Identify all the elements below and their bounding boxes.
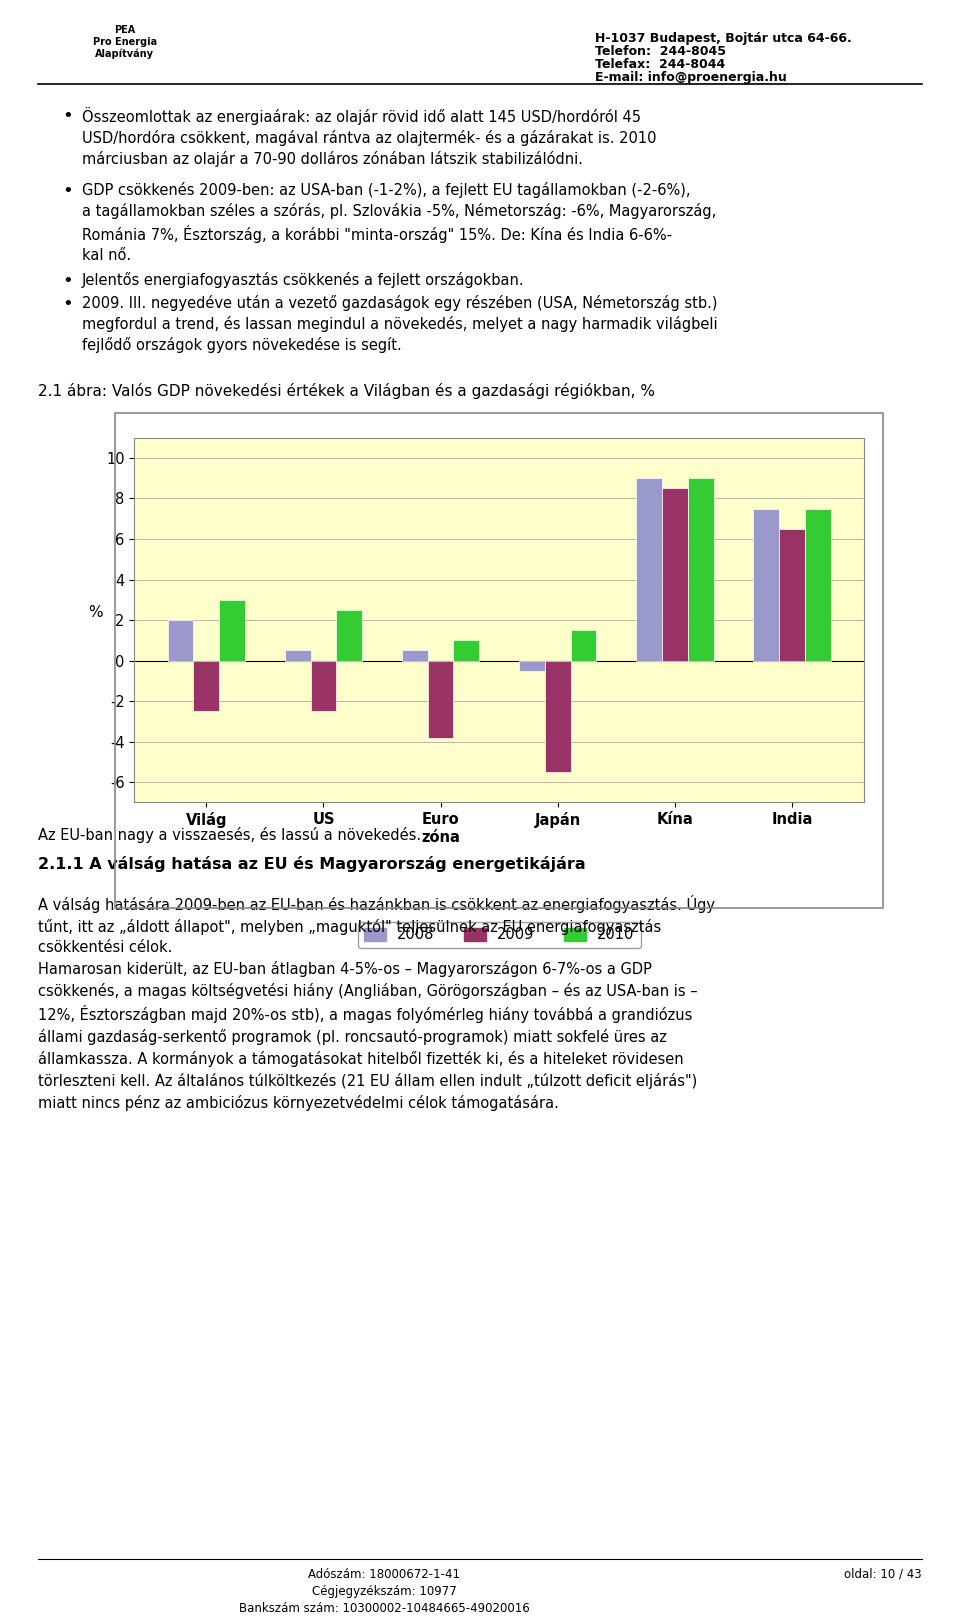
Text: A válság hatására 2009-ben az EU-ban és hazánkban is csökkent az energiafogyaszt: A válság hatására 2009-ben az EU-ban és … bbox=[38, 895, 715, 1110]
Text: Telefax:  244-8044: Telefax: 244-8044 bbox=[595, 58, 726, 71]
Bar bbox=[545, 661, 570, 772]
Text: GDP csökkenés 2009-ben: az USA-ban (-1-2%), a fejlett EU tagállamokban (-2-6%),
: GDP csökkenés 2009-ben: az USA-ban (-1-2… bbox=[82, 182, 716, 263]
Text: oldal: 10 / 43: oldal: 10 / 43 bbox=[844, 1568, 922, 1580]
Bar bbox=[402, 650, 428, 661]
Bar bbox=[428, 661, 453, 738]
Bar bbox=[805, 509, 830, 661]
Text: Az EU-ban nagy a visszaesés, és lassú a növekedés.: Az EU-ban nagy a visszaesés, és lassú a … bbox=[38, 827, 421, 843]
Text: 2009. III. negyedéve után a vezető gazdaságok egy részében (USA, Németország stb: 2009. III. negyedéve után a vezető gazda… bbox=[82, 295, 717, 353]
Text: 2.1.1 A válság hatása az EU és Magyarország energetikájára: 2.1.1 A válság hatása az EU és Magyarors… bbox=[38, 856, 586, 872]
Bar bbox=[285, 650, 310, 661]
Bar bbox=[453, 640, 479, 661]
Bar bbox=[688, 478, 713, 661]
Text: •: • bbox=[62, 295, 73, 313]
Text: PEA
Pro Energia
Alapítvány: PEA Pro Energia Alapítvány bbox=[93, 26, 156, 58]
Y-axis label: %: % bbox=[87, 605, 103, 619]
Text: H-1037 Budapest, Bojtár utca 64-66.: H-1037 Budapest, Bojtár utca 64-66. bbox=[595, 32, 852, 45]
Bar bbox=[636, 478, 662, 661]
Bar bbox=[168, 619, 193, 661]
Text: Adószám: 18000672-1-41
Cégjegyzékszám: 10977
Bankszám szám: 10300002-10484665-49: Adószám: 18000672-1-41 Cégjegyzékszám: 1… bbox=[239, 1568, 529, 1615]
Bar bbox=[780, 528, 805, 661]
Text: •: • bbox=[62, 107, 73, 125]
Legend: 2008, 2009, 2010: 2008, 2009, 2010 bbox=[358, 922, 640, 948]
Bar bbox=[570, 631, 596, 661]
Bar bbox=[662, 488, 688, 661]
Text: Összeomlottak az energiaárak: az olajár rövid idő alatt 145 USD/hordóról 45
USD/: Összeomlottak az energiaárak: az olajár … bbox=[82, 107, 656, 167]
Bar bbox=[310, 661, 336, 712]
Bar bbox=[193, 661, 219, 712]
Bar bbox=[754, 509, 780, 661]
Text: Jelentős energiafogyasztás csökkenés a fejlett országokban.: Jelentős energiafogyasztás csökkenés a f… bbox=[82, 272, 524, 289]
Text: 2.1 ábra: Valós GDP növekedési értékek a Világban és a gazdasági régiókban, %: 2.1 ábra: Valós GDP növekedési értékek a… bbox=[38, 383, 656, 399]
Text: Telefon:  244-8045: Telefon: 244-8045 bbox=[595, 45, 726, 58]
Text: •: • bbox=[62, 272, 73, 290]
Bar bbox=[336, 609, 362, 661]
Bar bbox=[219, 600, 245, 661]
Text: E-mail: info@proenergia.hu: E-mail: info@proenergia.hu bbox=[595, 71, 787, 84]
Text: •: • bbox=[62, 182, 73, 199]
Bar bbox=[519, 661, 545, 671]
